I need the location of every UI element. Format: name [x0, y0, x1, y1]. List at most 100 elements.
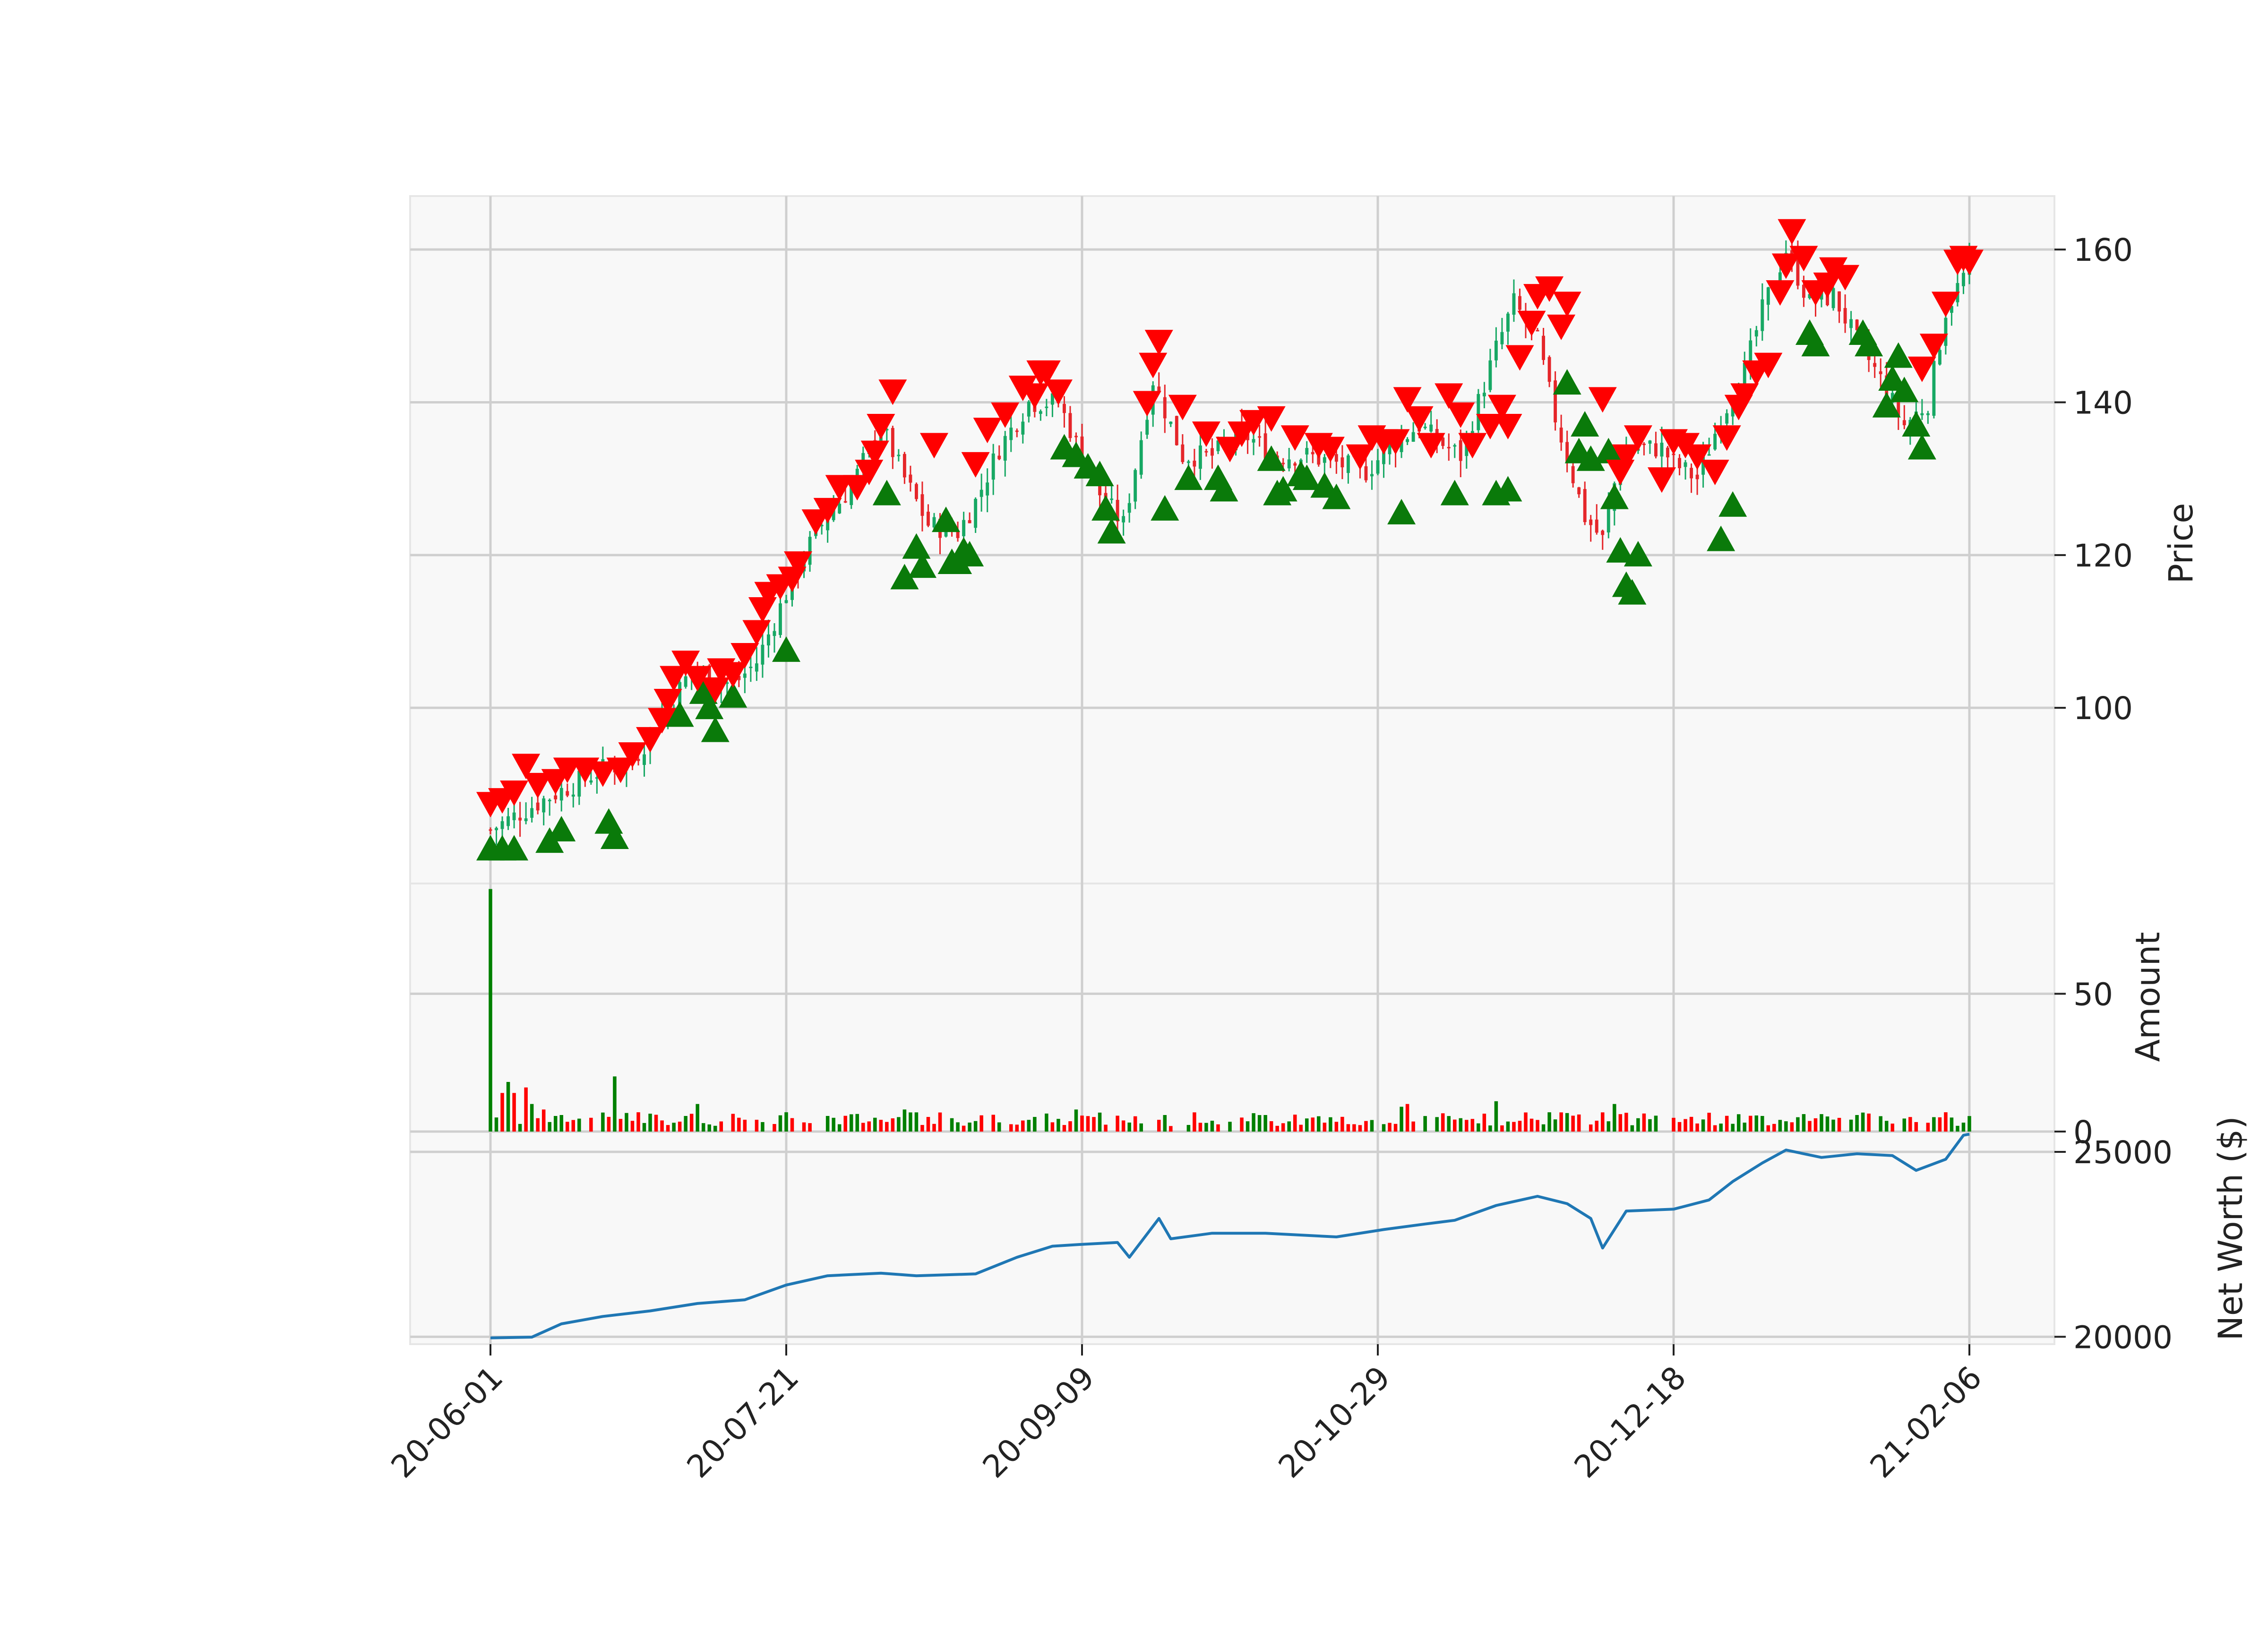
candle-body	[1021, 421, 1025, 435]
amount-bar	[1914, 1122, 1918, 1132]
candle-body	[1216, 440, 1220, 451]
x-tick-label: 20-07-21	[680, 1359, 806, 1485]
candle-body	[1802, 284, 1805, 298]
candle-body	[1577, 487, 1581, 495]
amount-bar	[784, 1112, 788, 1132]
amount-bar	[1802, 1114, 1806, 1132]
amount-bar	[1423, 1116, 1427, 1132]
amount-bar	[630, 1121, 635, 1132]
candle-body	[1690, 468, 1693, 479]
amount-bar	[654, 1115, 658, 1132]
amount-bar	[1210, 1121, 1214, 1132]
candle-body	[1062, 403, 1066, 413]
sell-marker	[1931, 292, 1960, 317]
sell-marker	[500, 781, 529, 806]
sell-marker	[606, 757, 635, 783]
amount-bar	[1346, 1124, 1350, 1132]
amount-bar	[1157, 1120, 1161, 1132]
sell-marker	[719, 662, 747, 688]
amount-bar	[1754, 1115, 1759, 1132]
amount-bar	[1837, 1118, 1841, 1132]
amount-bar	[968, 1123, 971, 1132]
amount-bar	[956, 1122, 960, 1132]
sell-marker	[1955, 249, 1984, 275]
amount-bar	[1784, 1121, 1788, 1132]
amount-bar	[1252, 1113, 1255, 1132]
amount-bar	[500, 1093, 504, 1132]
sell-marker	[1547, 314, 1576, 340]
candle-body	[1589, 519, 1593, 525]
amount-bar	[636, 1112, 640, 1132]
amount-bar	[1198, 1123, 1203, 1132]
candle-body	[518, 817, 522, 821]
candle-body	[737, 676, 741, 680]
candle-body	[1684, 462, 1687, 467]
amount-bar	[506, 1082, 510, 1132]
candle-body	[902, 454, 906, 478]
panel-bg-networth	[409, 1131, 2055, 1345]
buy-marker	[701, 716, 730, 742]
amount-bar	[891, 1118, 895, 1132]
candle-body	[1145, 420, 1149, 435]
amount-bar	[1405, 1104, 1409, 1132]
amount-bar	[1790, 1122, 1794, 1132]
buy-marker	[1387, 498, 1416, 524]
amount-bar	[1257, 1115, 1262, 1132]
buy-marker	[1310, 472, 1339, 498]
y-tick-label-amount: 0	[2073, 1114, 2093, 1150]
candle-body	[1252, 439, 1255, 443]
amount-bar	[1382, 1124, 1386, 1132]
amount-bar	[536, 1118, 540, 1132]
sell-marker	[1280, 425, 1309, 451]
amount-bar	[1867, 1113, 1871, 1132]
amount-bar	[1672, 1117, 1675, 1132]
candle-body	[914, 484, 918, 499]
candle-body	[1849, 319, 1853, 328]
candle-body	[1701, 455, 1705, 475]
amount-bar	[678, 1122, 682, 1132]
sell-marker	[1393, 387, 1422, 413]
sell-marker	[701, 677, 730, 703]
candle-body	[1453, 445, 1457, 447]
amount-bar	[832, 1117, 835, 1132]
networth-line	[490, 1132, 1970, 1339]
candle-body	[1423, 427, 1427, 429]
amount-bar	[1465, 1120, 1469, 1132]
amount-bar	[909, 1112, 912, 1132]
sell-marker	[1754, 352, 1783, 378]
candle-body	[1050, 393, 1054, 405]
amount-bar	[1388, 1123, 1392, 1132]
candle-body	[1766, 287, 1770, 305]
candle-body	[1554, 380, 1557, 423]
amount-bar	[973, 1121, 978, 1132]
sell-marker	[512, 754, 541, 780]
price-axis-label: Price	[2162, 503, 2200, 584]
candle-body	[1595, 519, 1598, 533]
candle-body	[684, 676, 687, 687]
amount-bar	[761, 1122, 765, 1132]
candle-body	[1263, 433, 1267, 459]
sell-marker	[636, 727, 665, 753]
amount-bar	[571, 1120, 576, 1132]
sell-marker	[1701, 460, 1729, 485]
amount-bar	[991, 1115, 995, 1132]
candle-body	[1116, 499, 1119, 522]
candle-body	[1477, 394, 1480, 430]
candle-body	[1536, 330, 1539, 332]
candle-body	[1015, 430, 1019, 432]
amount-bar	[1536, 1120, 1539, 1132]
candle-body	[1370, 474, 1374, 477]
candle-body	[773, 631, 776, 636]
candle-body	[1340, 457, 1344, 468]
candle-body	[1648, 440, 1652, 444]
amount-bar	[867, 1121, 871, 1132]
candle-body	[1897, 392, 1900, 416]
amount-bar	[1743, 1123, 1746, 1132]
amount-bar	[1636, 1118, 1640, 1132]
amount-bar	[950, 1118, 954, 1132]
candle-body	[1039, 411, 1042, 414]
sell-marker	[801, 509, 830, 535]
candle-body	[1027, 402, 1031, 417]
amount-bar	[648, 1114, 652, 1132]
sell-marker	[683, 666, 712, 692]
